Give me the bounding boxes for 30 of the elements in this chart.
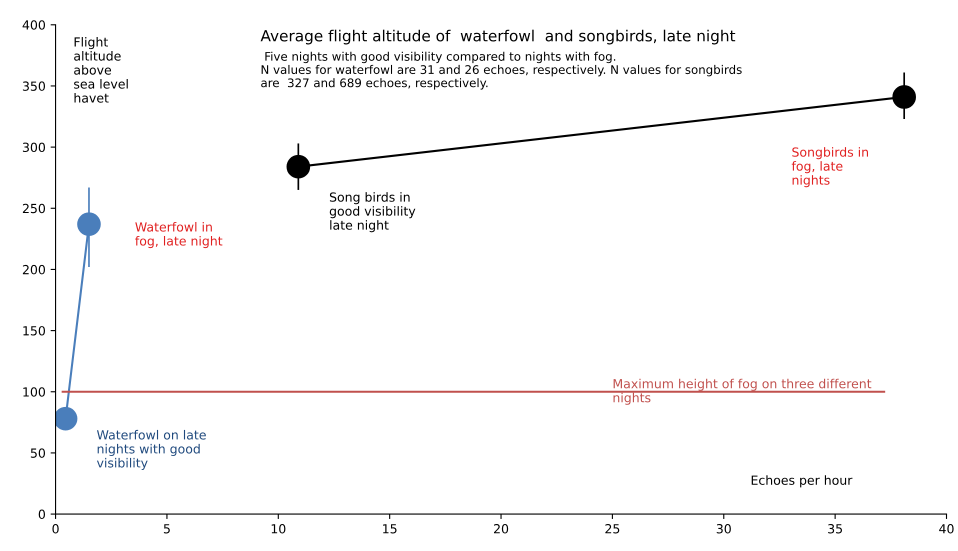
chart-title: Average flight altitude of waterfowl and songbirds, late night <box>260 30 736 44</box>
y-tick-label: 150 <box>23 326 46 336</box>
y-tick-label: 50 <box>30 448 46 458</box>
x-tick-label: 15 <box>383 524 397 534</box>
text: Five nights with good visibility compared to nights with fog. N values for waterfowl are 31 and 26 echoes, respectively. N values for songbirds are 327 and 689 echoes, respectively. <box>261 52 742 90</box>
y-tick-label: 100 <box>23 387 46 397</box>
y-tick-label: 0 <box>38 510 46 520</box>
x-tick-label: 35 <box>828 524 842 534</box>
point <box>286 154 310 178</box>
point <box>892 85 916 109</box>
annotation: Song birds in good visibility late night <box>330 192 416 232</box>
y-tick-label: 300 <box>22 142 46 152</box>
x-tick-label: 5 <box>164 524 170 534</box>
y-tick-label: 200 <box>22 264 46 274</box>
y-tick-label: 400 <box>22 20 46 30</box>
x-tick-label: 10 <box>272 524 286 534</box>
x-axis-title: Echoes per hour <box>752 475 852 488</box>
annotation: Songbirds in fog, late nights <box>792 147 868 188</box>
ref-line-label: Maximum height of fog on three different nights <box>614 378 872 405</box>
point <box>56 406 78 430</box>
x-tick-label: 20 <box>494 524 508 534</box>
x-tick-label: 0 <box>52 524 59 534</box>
y-tick-label: 350 <box>22 81 46 91</box>
x-tick-label: 25 <box>605 524 620 534</box>
annotation: Waterfowl in fog, late night <box>135 222 222 248</box>
annotation: Waterfowl on late nights with good visibility <box>96 430 206 470</box>
y-tick-label: 250 <box>22 204 46 214</box>
x-tick-label: 30 <box>716 524 731 534</box>
y-axis-title: Flight altitude above sea level havet <box>74 37 128 103</box>
x-tick-label: 40 <box>939 524 954 534</box>
